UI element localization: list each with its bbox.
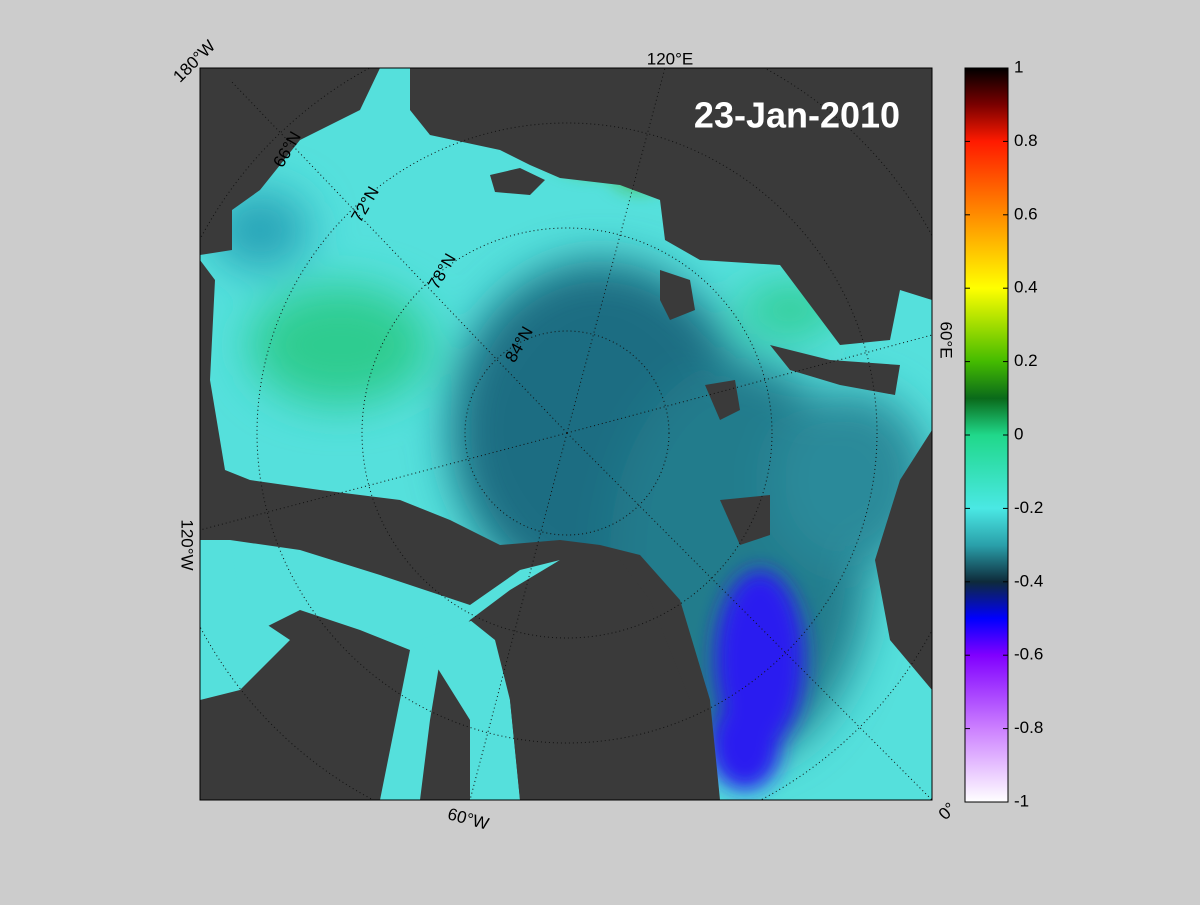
alaska — [200, 68, 380, 255]
colorbar-tick-label: 0.2 — [1014, 351, 1038, 370]
colorbar-tick-label: 0.4 — [1014, 278, 1038, 297]
parallel — [256, 122, 878, 744]
longitude-label: 0° — [935, 799, 960, 824]
colorbar-tick-label: 0 — [1014, 424, 1023, 443]
parallel — [361, 227, 773, 639]
meridian — [566, 334, 932, 434]
channel — [230, 540, 560, 800]
scandinavia — [875, 430, 932, 690]
meridian — [229, 79, 568, 434]
longitude-label: 60°E — [937, 321, 956, 358]
baffin-bay — [420, 610, 520, 800]
channels — [230, 540, 560, 800]
colorbar-scale — [964, 67, 1009, 803]
map — [200, 68, 932, 800]
meridian — [469, 432, 568, 800]
graticule — [200, 68, 932, 800]
longitude-label: 60°W — [446, 804, 491, 833]
colorbar-tick-label: -0.8 — [1014, 718, 1043, 737]
anomaly-region — [250, 285, 430, 405]
colorbar-tick-label: -0.4 — [1014, 571, 1043, 590]
anomaly-region — [710, 700, 780, 790]
map-frame — [199, 67, 933, 801]
longitude-label: 120°E — [647, 49, 694, 68]
siberia — [410, 68, 932, 345]
island — [660, 270, 695, 320]
parallel — [464, 330, 670, 536]
greenland — [470, 560, 705, 800]
date-title: 23-Jan-2010 — [694, 95, 900, 136]
meridian — [200, 432, 568, 531]
longitude-label: 120°W — [178, 519, 197, 570]
colorbar-tick-label: 0.8 — [1014, 131, 1038, 150]
colorbar-tick-label: -0.6 — [1014, 645, 1043, 664]
island — [705, 380, 740, 420]
colorbar: 1 0.8 0.6 0.4 0.2 0 -0.2 -0.4 -0.6 -0.8 -1 — [964, 57, 1043, 810]
novaya-zemlya — [770, 345, 900, 395]
meridian — [566, 68, 666, 434]
colorbar-tick-label: 1 — [1014, 57, 1023, 76]
colorbar-tick-label: -0.2 — [1014, 498, 1043, 517]
island — [490, 168, 545, 195]
anomaly-region — [210, 190, 310, 270]
colorbar-tick-label: -1 — [1014, 791, 1029, 810]
colorbar-tick-label: 0.6 — [1014, 204, 1038, 223]
